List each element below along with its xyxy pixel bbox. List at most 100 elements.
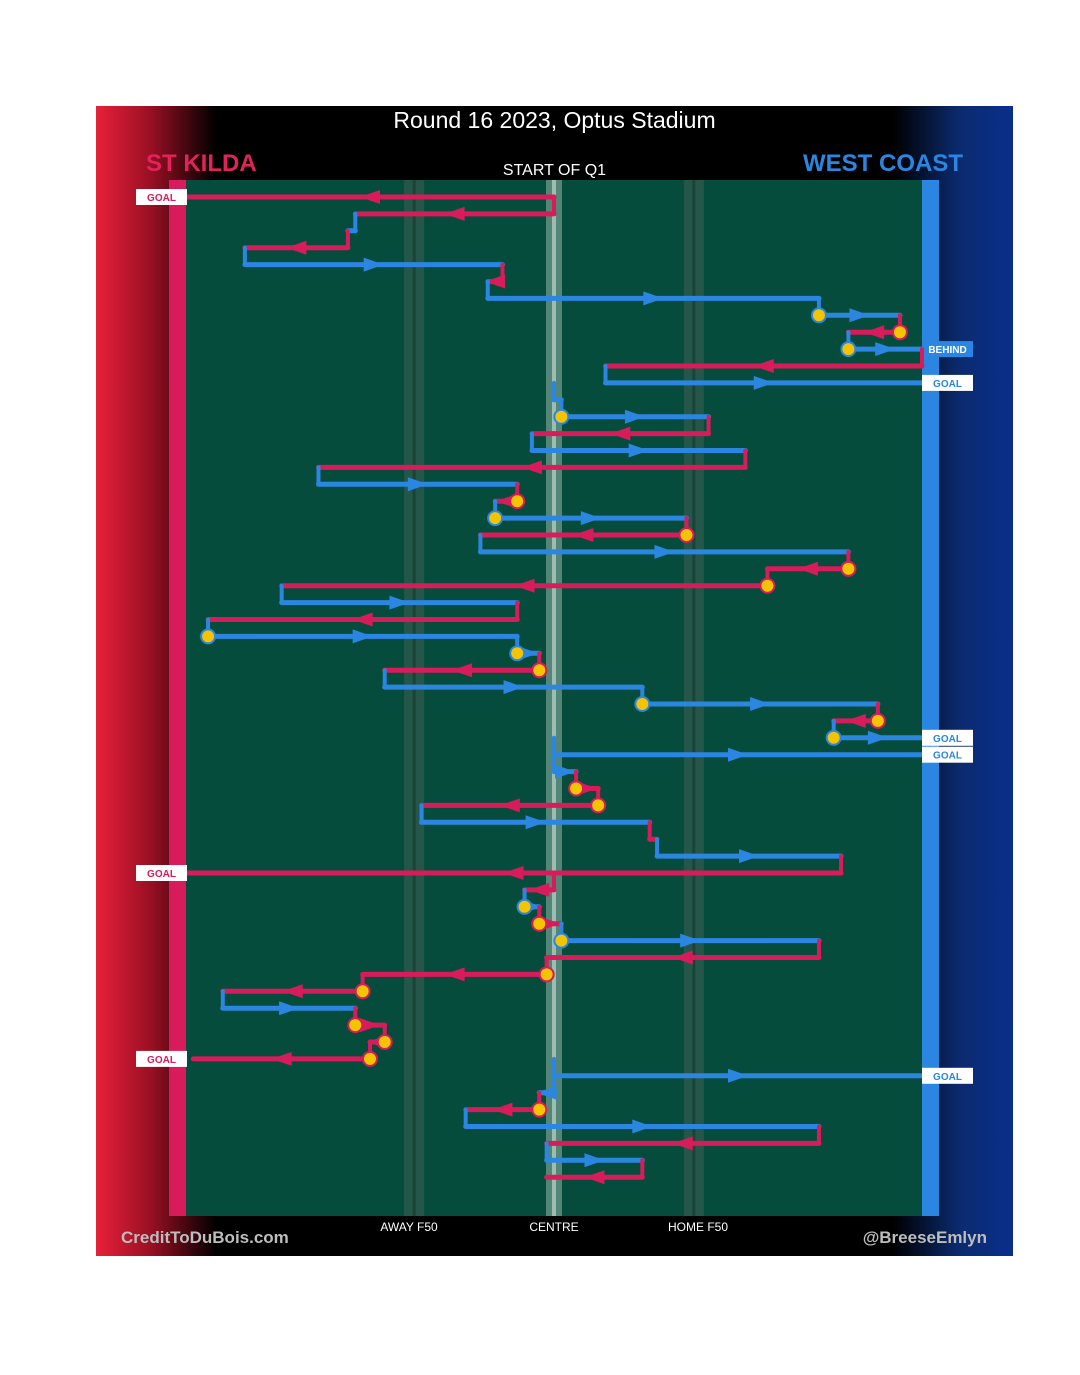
chain-arrow [632,1119,653,1134]
stoppage-marker [354,983,371,1000]
stoppage-marker [634,696,651,712]
goal-badge [922,729,973,746]
chain-arrow [845,713,866,728]
chain-arrow [352,629,373,644]
footer-handle: @BreeseEmlyn [862,1228,987,1247]
stoppage-marker [487,510,504,527]
quarter-label: START OF Q1 [502,162,607,179]
stoppage-marker [538,966,555,983]
goal-badge [136,865,187,881]
chain-arrow [286,240,307,255]
goal-badge-label: GOAL [933,751,962,762]
chain-arrow [728,747,748,762]
stoppage-marker [678,527,695,543]
chain-arrow [584,1170,605,1185]
chain-arrow [360,1018,380,1033]
goal-badge-label: GOAL [147,869,176,880]
stoppage-marker [509,645,526,662]
stoppage-marker [759,577,776,594]
chain-arrow [282,984,303,999]
chart-poster: GOAL BEHIND GOAL GOAL GOAL GOAL GOAL GOAL Round… [96,106,1013,1256]
chain-arrow [514,578,535,593]
chain-arrow [536,1085,557,1100]
team-label-st-kilda: ST KILDA [146,150,257,177]
chain-arrow [271,1051,292,1066]
chain-arrow [492,1102,513,1117]
chain-arrow [529,882,550,897]
goal-badge-label: GOAL [147,193,176,204]
stoppage-marker [553,408,570,425]
stoppage-marker [840,341,857,358]
chain-arrow [444,206,465,221]
chain-arrow [525,815,546,830]
chain-arrow [363,257,384,272]
chain-arrow [797,561,818,576]
stoppage-marker [531,915,548,932]
chain-arrow [444,967,465,982]
chain-arrow [555,764,576,779]
behind-badge-label: BEHIND [928,345,966,356]
chain-arrow [672,950,693,965]
goal-badge [136,1050,187,1067]
chain-arrow [750,697,771,711]
stoppage-marker [590,797,607,814]
goal-badge-label: GOAL [147,1055,176,1066]
chain-arrow [672,1136,693,1151]
chain-arrow [499,798,520,813]
possession-flow-chart: GOAL BEHIND GOAL GOAL GOAL GOAL GOAL GOAL [136,180,973,1216]
behind-badge [922,341,973,358]
goal-badge [922,1067,973,1084]
goal-line-st-kilda [169,180,186,1216]
chain-arrow [753,359,774,373]
stoppage-marker [568,780,585,797]
stoppage-marker [840,560,857,577]
axis-label-away-f50: AWAY F50 [380,1220,438,1234]
stoppage-marker [553,932,570,949]
goal-badge-label: GOAL [933,1072,962,1083]
chain-arrow [753,375,774,390]
goal-badge [922,746,973,763]
chain-arrow [739,849,760,864]
chain-arrow [610,426,631,441]
stoppage-marker [825,729,842,746]
chain-arrow [503,680,524,695]
stoppage-marker [810,307,827,324]
stoppage-marker [376,1034,393,1050]
stoppage-marker [509,493,526,510]
footer-credit: CreditToDuBois.com [121,1228,289,1247]
chain-arrow [389,595,410,610]
chain-arrow [407,477,428,492]
team-label-west-coast: WEST COAST [803,150,963,177]
chain-arrow [867,730,888,745]
stoppage-marker [347,1017,364,1034]
chain-arrow [680,933,701,948]
stoppage-marker [531,662,548,679]
stoppage-marker [200,628,217,645]
axis-label-home-f50: HOME F50 [667,1220,728,1234]
chain-arrow [352,612,373,627]
goal-badge [922,374,973,391]
chain-arrow [503,866,524,880]
stoppage-marker [869,712,886,729]
chain-arrow [485,274,506,289]
chain-arrow [580,511,601,526]
chain-arrow [864,325,885,340]
goal-badge-label: GOAL [933,734,962,745]
chart-title: Round 16 2023, Optus Stadium [393,107,716,133]
chain-arrow [728,1068,748,1083]
chain-arrow [360,190,380,204]
chain-arrow [643,291,664,306]
chain-arrow [573,528,594,542]
chain-arrow [624,409,645,424]
goal-line-west-coast [922,180,939,1216]
stoppage-marker [891,324,908,341]
goal-badge-label: GOAL [933,379,962,390]
chain-arrow [875,342,896,357]
chain-arrow [654,544,675,559]
chain-arrow [628,443,649,458]
stoppage-marker [362,1050,378,1067]
stoppage-marker [516,898,533,915]
chain-arrow [584,1153,605,1168]
chain-arrow [452,663,472,678]
chain-arrow [521,460,542,475]
